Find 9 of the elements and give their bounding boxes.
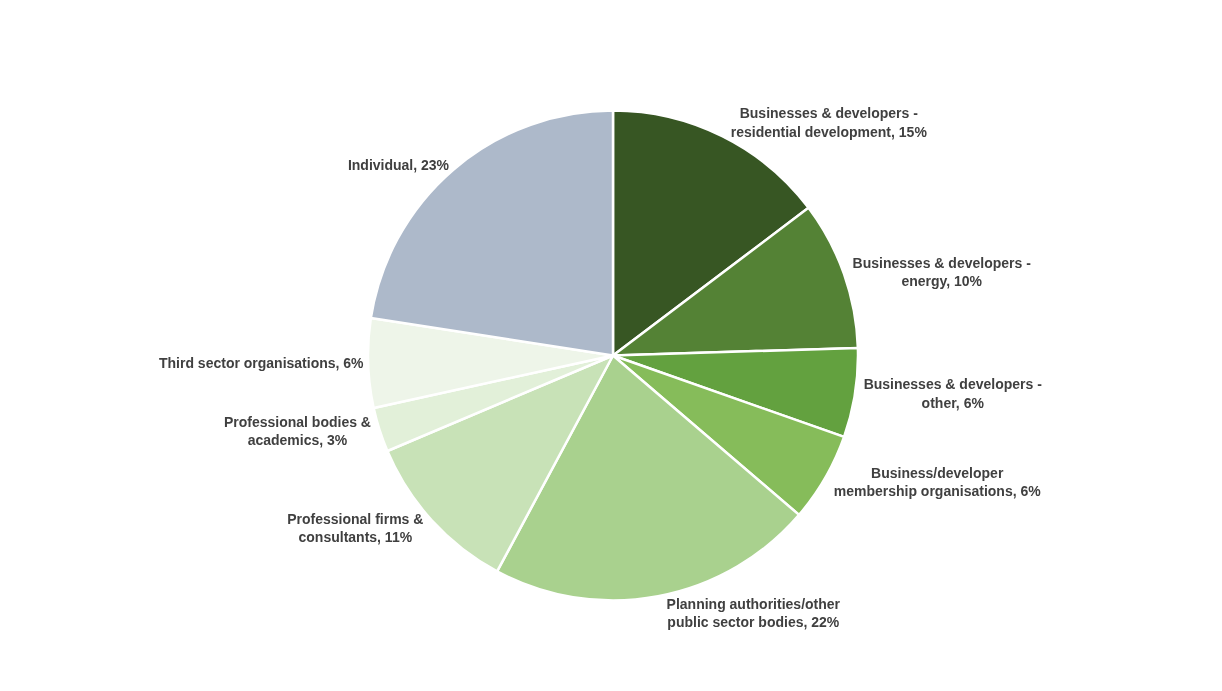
slice-label: Businesses & developers - residential development, 15%: [730, 105, 928, 140]
slice-label: Professional bodies & academics, 3%: [223, 414, 371, 449]
slice-label: Individual, 23%: [347, 156, 450, 173]
slice-label: Professional firms & consultants, 11%: [287, 511, 424, 546]
slice-label: Planning authorities/other public sector bodies, 22%: [666, 595, 841, 630]
slice-label: Businesses & developers - energy, 10%: [852, 255, 1032, 290]
slice-label: Third sector organisations, 6%: [158, 355, 365, 372]
slice-label: Businesses & developers - other, 6%: [863, 376, 1043, 411]
slice-label: Business/developer membership organisations, 6%: [833, 465, 1042, 500]
